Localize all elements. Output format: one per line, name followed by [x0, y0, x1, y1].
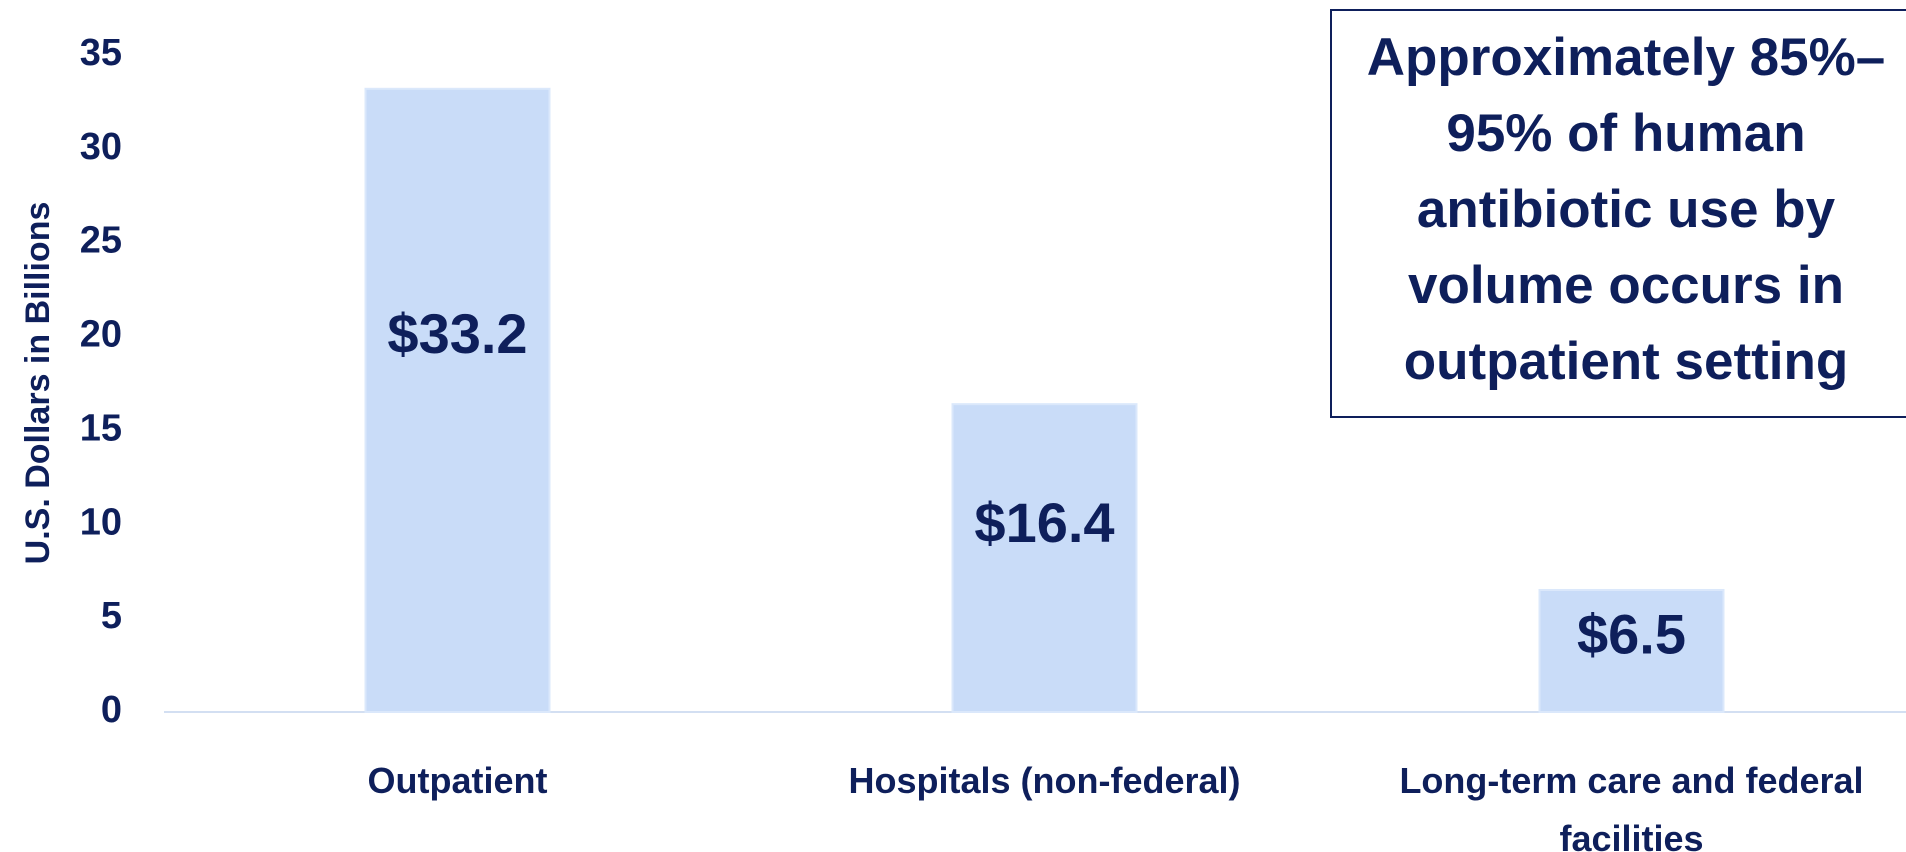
y-tick-label: 5	[101, 595, 122, 637]
value-label: $33.2	[387, 302, 527, 365]
annotation-line: volume occurs in	[1408, 256, 1844, 315]
x-tick-label: Hospitals (non-federal)	[848, 760, 1241, 801]
bar	[364, 87, 551, 713]
y-tick-label: 35	[80, 32, 122, 74]
y-tick-label: 0	[101, 689, 122, 731]
annotation-line: 95% of human	[1446, 104, 1805, 163]
x-tick-label: Long-term care and federal facilities	[1399, 760, 1864, 852]
y-axis-title: U.S. Dollars in Billions	[19, 202, 57, 565]
annotation-line: antibiotic use by	[1417, 180, 1836, 239]
y-tick-label: 10	[80, 501, 122, 543]
value-label: $16.4	[974, 491, 1114, 554]
y-tick-label: 15	[80, 407, 122, 449]
annotation-line: Approximately 85%–	[1367, 28, 1885, 87]
value-label: $6.5	[1577, 603, 1686, 666]
annotation-line: outpatient setting	[1404, 332, 1849, 391]
bar	[1538, 588, 1725, 713]
y-tick-label: 25	[80, 220, 122, 262]
bar	[951, 403, 1138, 713]
y-tick-label: 30	[80, 126, 122, 168]
annotation-box	[1330, 9, 1906, 418]
y-tick-label: 20	[80, 314, 122, 356]
x-tick-label: Outpatient	[367, 760, 548, 801]
